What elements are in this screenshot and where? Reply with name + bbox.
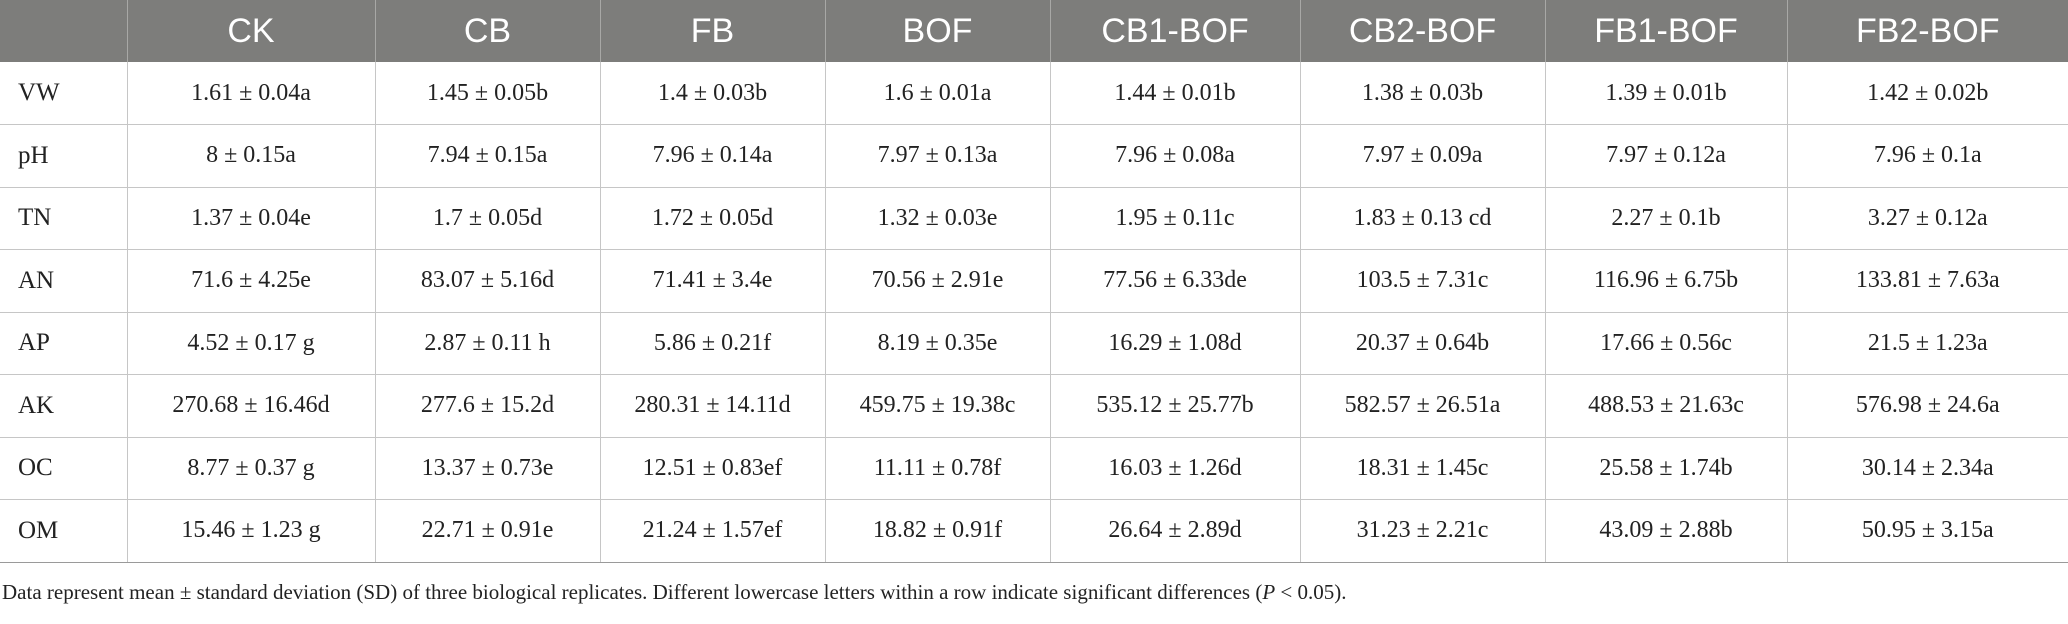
- column-header: CB2-BOF: [1300, 0, 1546, 62]
- table-cell: 7.94 ± 0.15a: [375, 124, 601, 188]
- table-cell: 70.56 ± 2.91e: [825, 249, 1051, 313]
- table-cell: 133.81 ± 7.63a: [1787, 249, 2068, 313]
- footnote-p-symbol: P: [1262, 580, 1276, 604]
- table-cell: 50.95 ± 3.15a: [1787, 499, 2068, 563]
- table-cell: 1.32 ± 0.03e: [825, 187, 1051, 250]
- table-body: VW 1.61 ± 0.04a 1.45 ± 0.05b 1.4 ± 0.03b 1.6…: [0, 62, 2068, 563]
- table-cell: 1.6 ± 0.01a: [825, 62, 1051, 125]
- table-row: VW 1.61 ± 0.04a 1.45 ± 0.05b 1.4 ± 0.03b 1.6…: [0, 62, 2068, 125]
- table-cell: 1.72 ± 0.05d: [600, 187, 826, 250]
- table-cell: 16.29 ± 1.08d: [1050, 312, 1301, 375]
- table-cell: 21.24 ± 1.57ef: [600, 499, 826, 563]
- table-cell: 1.37 ± 0.04e: [127, 187, 376, 250]
- table-cell: 18.31 ± 1.45c: [1300, 437, 1546, 500]
- row-label: OM: [0, 499, 128, 563]
- table-cell: 1.7 ± 0.05d: [375, 187, 601, 250]
- table-cell: 71.6 ± 4.25e: [127, 249, 376, 313]
- table-cell: 582.57 ± 26.51a: [1300, 374, 1546, 438]
- table-cell: 12.51 ± 0.83ef: [600, 437, 826, 500]
- table-cell: 26.64 ± 2.89d: [1050, 499, 1301, 563]
- table-cell: 8.77 ± 0.37 g: [127, 437, 376, 500]
- table-cell: 277.6 ± 15.2d: [375, 374, 601, 438]
- table-cell: 1.95 ± 0.11c: [1050, 187, 1301, 250]
- table-cell: 459.75 ± 19.38c: [825, 374, 1051, 438]
- table-cell: 16.03 ± 1.26d: [1050, 437, 1301, 500]
- table-cell: 1.42 ± 0.02b: [1787, 62, 2068, 125]
- table-cell: 3.27 ± 0.12a: [1787, 187, 2068, 250]
- column-header: CB: [375, 0, 601, 62]
- table-cell: 1.83 ± 0.13 cd: [1300, 187, 1546, 250]
- table-cell: 21.5 ± 1.23a: [1787, 312, 2068, 375]
- table-row: OC 8.77 ± 0.37 g 13.37 ± 0.73e 12.51 ± 0.83…: [0, 437, 2068, 500]
- table-cell: 2.87 ± 0.11 h: [375, 312, 601, 375]
- row-label: VW: [0, 62, 128, 125]
- column-header: FB1-BOF: [1545, 0, 1788, 62]
- table-cell: 7.96 ± 0.14a: [600, 124, 826, 188]
- table-cell: 1.39 ± 0.01b: [1545, 62, 1788, 125]
- table-footnote: Data represent mean ± standard deviation…: [2, 580, 1347, 605]
- footnote-text-before: Data represent mean ± standard deviation…: [2, 580, 1263, 604]
- table-cell: 280.31 ± 14.11d: [600, 374, 826, 438]
- table-cell: 43.09 ± 2.88b: [1545, 499, 1788, 563]
- table-cell: 77.56 ± 6.33de: [1050, 249, 1301, 313]
- table-cell: 8 ± 0.15a: [127, 124, 376, 188]
- table-cell: 13.37 ± 0.73e: [375, 437, 601, 500]
- table-cell: 7.97 ± 0.12a: [1545, 124, 1788, 188]
- table-cell: 1.45 ± 0.05b: [375, 62, 601, 125]
- table-cell: 8.19 ± 0.35e: [825, 312, 1051, 375]
- column-header: BOF: [825, 0, 1051, 62]
- column-header: CK: [127, 0, 376, 62]
- table-cell: 25.58 ± 1.74b: [1545, 437, 1788, 500]
- table-header-row: CK CB FB BOF CB1-BOF CB2-BOF FB1-BOF FB2-BOF: [0, 0, 2068, 62]
- table-cell: 17.66 ± 0.56c: [1545, 312, 1788, 375]
- data-table-container: CK CB FB BOF CB1-BOF CB2-BOF FB1-BOF FB2-BOF VW…: [0, 0, 2068, 563]
- row-label: OC: [0, 437, 128, 500]
- table-row: AK 270.68 ± 16.46d 277.6 ± 15.2d 280.31 ± 1…: [0, 374, 2068, 438]
- table-cell: 5.86 ± 0.21f: [600, 312, 826, 375]
- column-header: FB: [600, 0, 826, 62]
- table-row: AP 4.52 ± 0.17 g 2.87 ± 0.11 h 5.86 ± 0.21f…: [0, 312, 2068, 375]
- table-cell: 15.46 ± 1.23 g: [127, 499, 376, 563]
- table-row: OM 15.46 ± 1.23 g 22.71 ± 0.91e 21.24 ± 1.5…: [0, 499, 2068, 563]
- table-cell: 83.07 ± 5.16d: [375, 249, 601, 313]
- data-table: CK CB FB BOF CB1-BOF CB2-BOF FB1-BOF FB2-BOF VW…: [0, 0, 2068, 563]
- table-cell: 18.82 ± 0.91f: [825, 499, 1051, 563]
- table-cell: 7.96 ± 0.1a: [1787, 124, 2068, 188]
- row-label: TN: [0, 187, 128, 250]
- table-cell: 11.11 ± 0.78f: [825, 437, 1051, 500]
- table-cell: 71.41 ± 3.4e: [600, 249, 826, 313]
- table-cell: 576.98 ± 24.6a: [1787, 374, 2068, 438]
- table-cell: 7.96 ± 0.08a: [1050, 124, 1301, 188]
- table-cell: 22.71 ± 0.91e: [375, 499, 601, 563]
- table-cell: 4.52 ± 0.17 g: [127, 312, 376, 375]
- table-row: AN 71.6 ± 4.25e 83.07 ± 5.16d 71.41 ± 3.4e 7…: [0, 249, 2068, 313]
- table-cell: 270.68 ± 16.46d: [127, 374, 376, 438]
- row-label: AP: [0, 312, 128, 375]
- table-row: pH 8 ± 0.15a 7.94 ± 0.15a 7.96 ± 0.14a 7.97 …: [0, 124, 2068, 188]
- column-header: FB2-BOF: [1855, 11, 2000, 50]
- table-cell: 7.97 ± 0.09a: [1300, 124, 1546, 188]
- table-row: TN 1.37 ± 0.04e 1.7 ± 0.05d 1.72 ± 0.05d 1.3…: [0, 187, 2068, 250]
- table-cell: 7.97 ± 0.13a: [825, 124, 1051, 188]
- table-cell: 488.53 ± 21.63c: [1545, 374, 1788, 438]
- table-cell: 116.96 ± 6.75b: [1545, 249, 1788, 313]
- table-cell: 20.37 ± 0.64b: [1300, 312, 1546, 375]
- footnote-text-after: < 0.05).: [1275, 580, 1347, 604]
- row-label: pH: [0, 124, 128, 188]
- table-cell: 30.14 ± 2.34a: [1787, 437, 2068, 500]
- table-cell: 2.27 ± 0.1b: [1545, 187, 1788, 250]
- row-label: AK: [0, 374, 128, 438]
- row-label: AN: [0, 249, 128, 313]
- table-cell: 535.12 ± 25.77b: [1050, 374, 1301, 438]
- table-cell: 1.4 ± 0.03b: [600, 62, 826, 125]
- table-cell: 1.61 ± 0.04a: [127, 62, 376, 125]
- table-cell: 31.23 ± 2.21c: [1300, 499, 1546, 563]
- table-cell: 103.5 ± 7.31c: [1300, 249, 1546, 313]
- column-header: CB1-BOF: [1050, 0, 1301, 62]
- table-cell: 1.44 ± 0.01b: [1050, 62, 1301, 125]
- header-corner-cell: [0, 0, 128, 62]
- table-cell: 1.38 ± 0.03b: [1300, 62, 1546, 125]
